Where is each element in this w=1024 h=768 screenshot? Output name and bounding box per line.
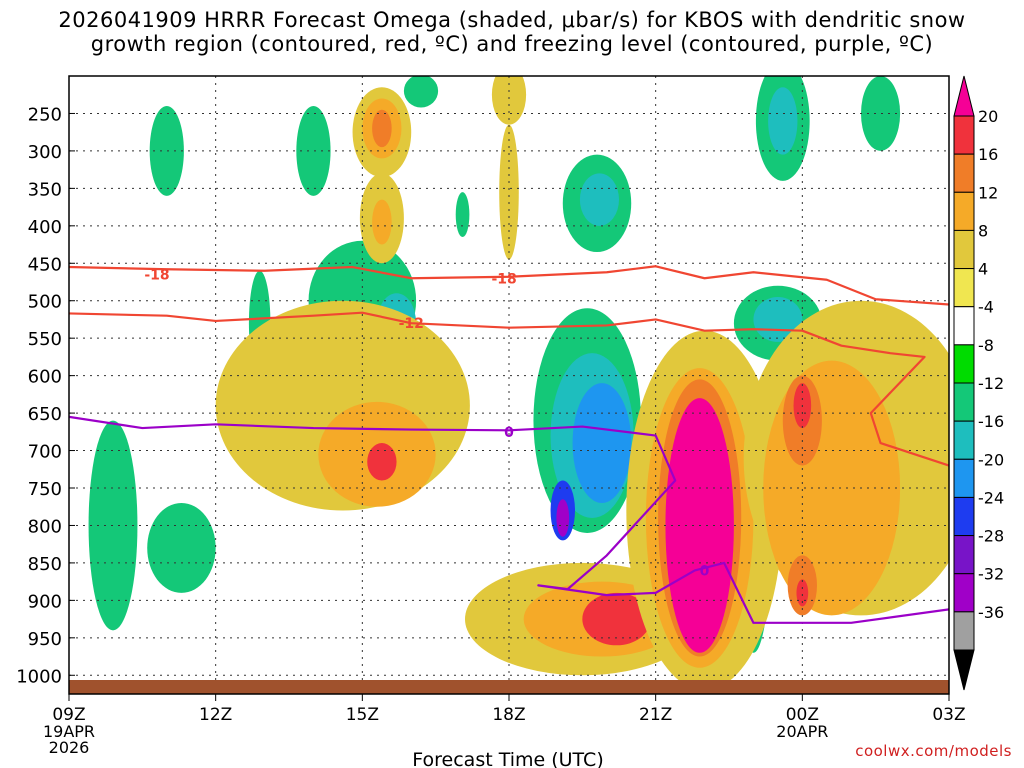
y-tick-label-800: 800 [28,516,62,537]
contour-lines: -18 -18 -12 0 0 [69,265,949,624]
colorbar-box [953,420,975,460]
omega-cell-28 [372,199,392,245]
y-tick-label-400: 400 [28,217,62,238]
colorbar-box [953,611,975,651]
contour-label: 0 [504,425,514,441]
colorbar-label: 16 [978,145,998,164]
omega-cell-1 [147,502,216,593]
colorbar-box [953,382,975,422]
omega-cell-46 [796,579,809,607]
colorbar-box [953,496,975,537]
colorbar-label: 12 [978,183,998,202]
y-tick-label-900: 900 [28,591,62,612]
y-tick-label-850: 850 [28,554,62,575]
colorbar-box [953,344,975,384]
ground-surface [69,680,949,694]
omega-cell-10 [579,173,619,226]
y-tick-label-250: 250 [28,104,62,125]
omega-cell-15 [556,499,570,537]
omega-cell-29 [491,76,527,125]
colorbar-label: -28 [978,527,1004,546]
colorbar-label: -16 [978,412,1004,431]
omega-cell-17 [768,87,798,155]
colorbar-box [953,153,975,193]
x-tick-label-12Z: 12Z [199,705,232,725]
y-tick-label-450: 450 [28,254,62,275]
colorbar-box [953,458,975,498]
colorbar-box [953,268,975,308]
colorbar-box [953,115,975,155]
chart-title-line2: growth region (contoured, red, ºC) and f… [90,32,934,56]
colorbar-box [953,306,975,346]
colorbar-label: -36 [978,603,1004,622]
x-tick-label-21Z: 21Z [639,705,672,725]
y-tick-label-750: 750 [28,479,62,500]
y-tick-label-1000: 1000 [16,666,62,687]
colorbar: 20 16 12 8 4 -4 -8 -12 -16 -20 -24 -28 -32 -36 [953,75,1004,691]
colorbar-box [953,229,975,270]
x-tick-label-00Z: 00Z [786,705,819,725]
y-tick-label-300: 300 [28,142,62,163]
y-tick-label-550: 550 [28,329,62,350]
colorbar-box [953,191,975,231]
y-tick-label-950: 950 [28,629,62,650]
x-tick-label-15Z: 15Z [346,705,379,725]
omega-cell-30 [499,124,519,260]
colorbar-label: -12 [978,374,1004,393]
contour-label: -18 [144,268,169,284]
omega-cell-2 [149,105,184,196]
x-axis-title: Forecast Time (UTC) [412,749,603,768]
x-tick-label-09Z: 09Z [52,705,85,725]
omega-cell-8 [455,192,470,238]
source-credit: coolwx.com/models [855,742,1012,760]
omega-cell-26 [372,109,392,148]
colorbar-bottom-arrow [953,649,975,691]
omega-cell-36 [582,592,651,646]
y-tick-label-650: 650 [28,404,62,425]
colorbar-label: -8 [978,336,994,355]
contour-0 [69,265,949,306]
omega-cell-18 [861,76,901,151]
contour-label: -18 [491,271,516,287]
x-tick-label-03Z: 03Z [932,705,965,725]
y-tick-label-350: 350 [28,179,62,200]
colorbar-label: -32 [978,565,1004,584]
colorbar-label: -20 [978,450,1004,469]
x-tick-label-18Z: 18Z [492,705,525,725]
colorbar-label: 4 [978,260,988,279]
y-tick-label-500: 500 [28,292,62,313]
colorbar-box [953,535,975,575]
colorbar-label: -4 [978,298,994,317]
colorbar-label: 8 [978,221,988,240]
colorbar-top-arrow [953,75,975,117]
colorbar-label: 20 [978,107,998,126]
pressure-axis: 250 300 350 400 450 500 550 600 650 700 750 800 850 9… [16,104,75,687]
omega-cell-33 [367,443,397,481]
colorbar-box [953,573,975,613]
omega-cell-3 [296,105,331,196]
y-tick-label-700: 700 [28,442,62,463]
contour-label: 0 [700,563,710,579]
x-tick-sublabel: 2026 [49,738,90,757]
contour-label: -12 [399,316,424,332]
omega-cell-7 [403,76,439,108]
chart-title-line1: 2026041909 HRRR Forecast Omega (shaded, … [58,8,966,32]
contour-1 [69,311,949,467]
omega-cell-13 [572,383,632,503]
x-tick-sublabel: 19APR [43,722,95,741]
x-tick-sublabel: 20APR [776,722,828,741]
y-tick-label-600: 600 [28,367,62,388]
colorbar-label: -24 [978,488,1004,507]
contour-2 [69,415,949,624]
